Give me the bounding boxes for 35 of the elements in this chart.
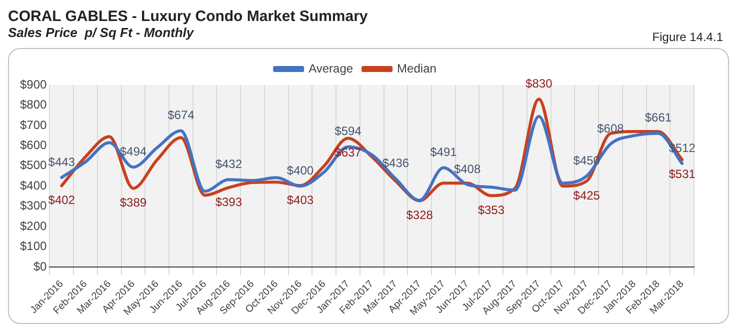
y-tick-label: $900: [20, 77, 48, 92]
legend-label: Median: [397, 61, 436, 76]
data-label: $400: [286, 163, 314, 178]
y-tick-label: $300: [20, 198, 48, 213]
y-tick-label: $600: [20, 138, 48, 152]
legend-label: Average: [308, 61, 354, 76]
y-tick-label: $400: [20, 178, 48, 192]
data-label: $403: [286, 192, 314, 207]
chart-title: CORAL GABLES - Luxury Condo Market Summary: [8, 8, 369, 25]
data-label: $661: [644, 110, 672, 125]
data-label: $389: [120, 196, 147, 210]
data-label: $408: [454, 162, 481, 176]
caption: Figure 14.4.1: [652, 30, 723, 44]
y-tick-label: $800: [20, 98, 48, 112]
y-tick-label: $100: [20, 239, 48, 254]
y-tick-label: $500: [20, 158, 48, 172]
data-label: $608: [597, 121, 624, 136]
data-label: $432: [215, 156, 242, 171]
data-label: $531: [668, 166, 696, 181]
data-label: $491: [430, 145, 458, 160]
data-label: $494: [120, 144, 147, 158]
data-label: $353: [478, 202, 505, 217]
data-label: $402: [48, 193, 76, 208]
data-label: $425: [573, 188, 600, 202]
data-label: $393: [215, 194, 242, 209]
data-label: $436: [382, 156, 410, 170]
data-label: $328: [406, 208, 434, 222]
data-label: $830: [526, 76, 553, 90]
data-label: $674: [168, 108, 195, 122]
y-tick-label: $700: [20, 118, 48, 132]
data-label: $594: [334, 124, 362, 138]
y-tick-label: $200: [20, 218, 48, 233]
chart-subtitle: Sales Price p/ Sq Ft - Monthly: [8, 25, 194, 40]
y-tick-label: $0: [33, 259, 48, 274]
data-label: $443: [48, 154, 76, 169]
